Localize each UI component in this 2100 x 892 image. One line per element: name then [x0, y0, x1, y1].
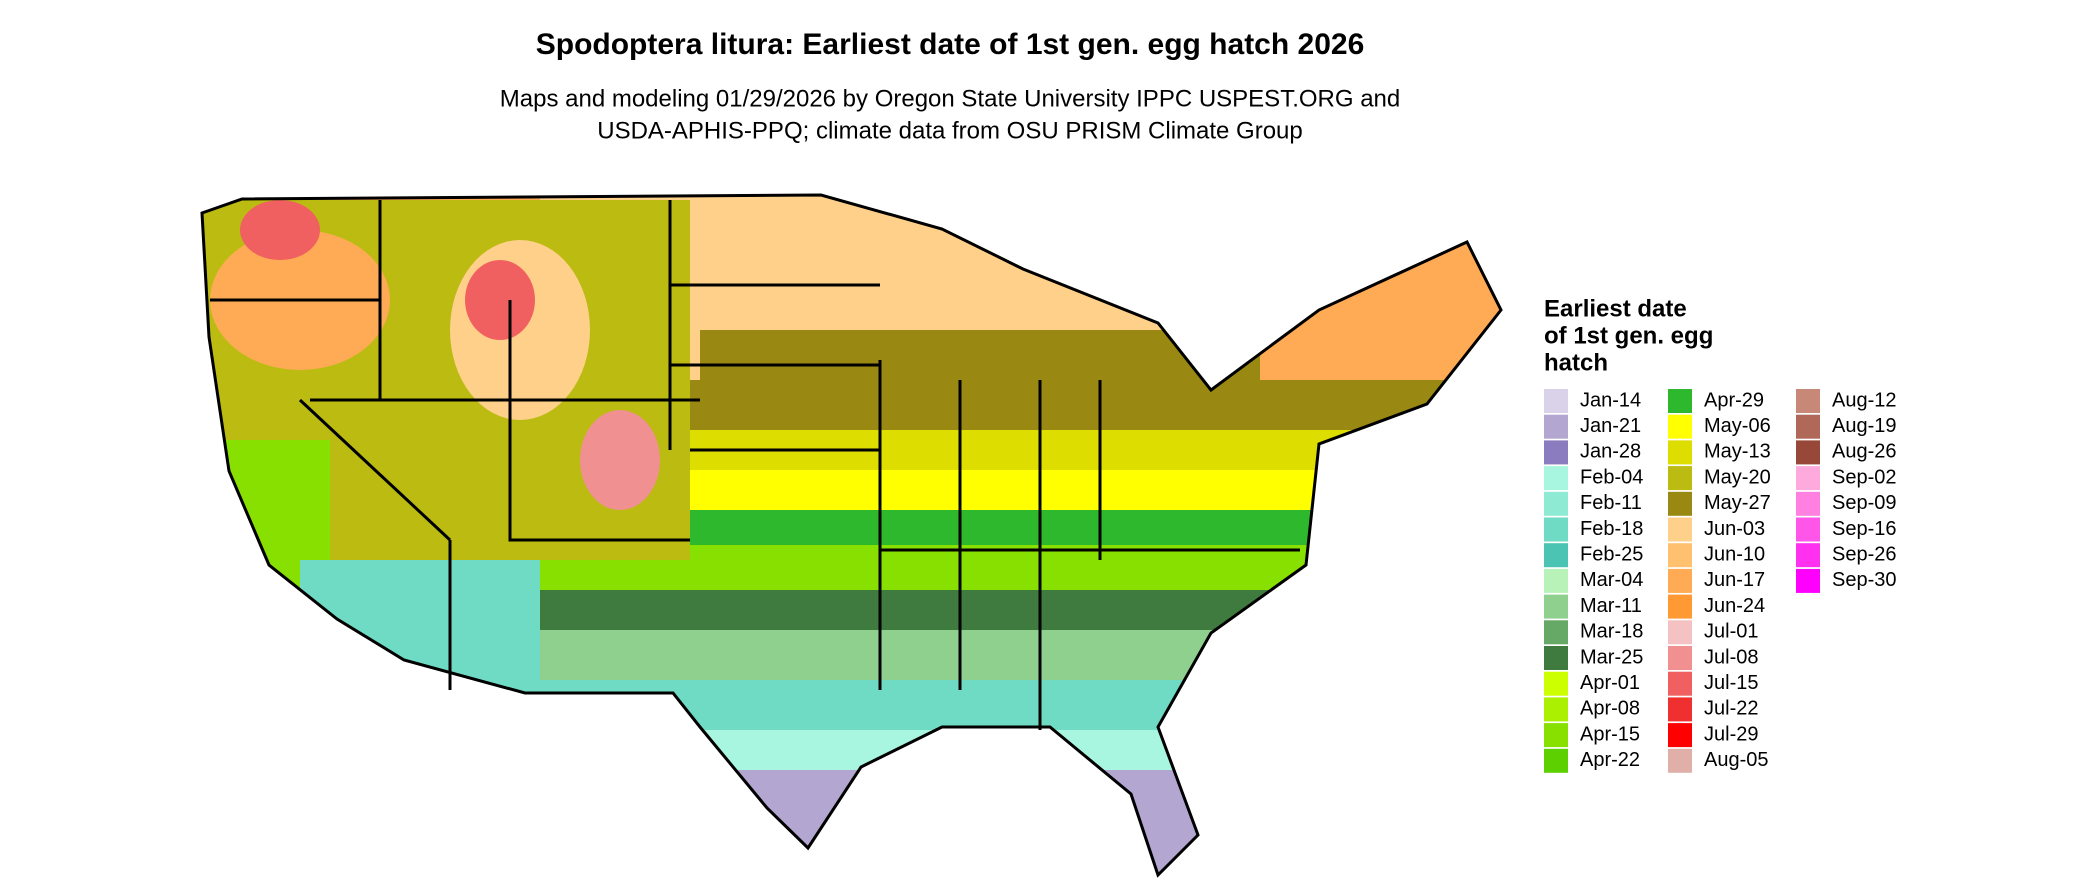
legend-swatch	[1668, 646, 1692, 670]
legend-swatch	[1544, 594, 1568, 619]
legend-swatch	[1668, 491, 1692, 516]
legend: Jan-14 Jan-21 Jan-28 Feb-04 Feb-11 Feb-18 Feb-…	[1544, 389, 1897, 773]
legend-label: May-13	[1704, 441, 1771, 463]
legend-label: Aug-19	[1832, 415, 1897, 437]
legend-swatch	[1544, 389, 1568, 413]
legend-label: Mar-18	[1580, 621, 1643, 643]
legend-swatch	[1668, 594, 1692, 619]
legend-label: Jul-29	[1704, 723, 1758, 745]
legend-label: Jan-21	[1580, 415, 1641, 437]
legend-label: Mar-11	[1580, 595, 1642, 617]
legend-swatch	[1544, 748, 1568, 773]
legend-label: Mar-25	[1580, 646, 1643, 668]
legend-swatch	[1796, 414, 1820, 439]
legend-label: Jun-03	[1704, 518, 1765, 540]
legend-swatch	[1668, 620, 1692, 645]
legend-swatch	[1796, 517, 1820, 542]
legend-swatch	[1544, 697, 1568, 722]
legend-swatch	[1796, 389, 1820, 413]
legend-swatch	[1668, 697, 1692, 722]
legend-label: Apr-08	[1580, 698, 1640, 720]
map-raster	[202, 195, 1501, 875]
legend-swatch	[1796, 440, 1820, 465]
legend-swatch	[1668, 389, 1692, 413]
legend-label: Jun-10	[1704, 543, 1765, 565]
legend-swatch	[1796, 568, 1820, 593]
legend-label: Aug-05	[1704, 749, 1769, 771]
legend-label: Apr-29	[1704, 389, 1764, 411]
legend-label: Apr-15	[1580, 723, 1640, 745]
legend-label: Apr-01	[1580, 672, 1640, 694]
legend-label: Sep-09	[1832, 492, 1897, 514]
legend-swatch	[1544, 620, 1568, 645]
legend-swatch	[1544, 543, 1568, 568]
legend-swatch	[1544, 440, 1568, 465]
legend-swatch	[1668, 517, 1692, 542]
title: Spodoptera litura: Earliest date of 1st …	[536, 28, 1365, 61]
legend-swatch	[1796, 491, 1820, 516]
legend-label: Jul-01	[1704, 621, 1758, 643]
legend-swatch	[1668, 414, 1692, 439]
legend-label: Feb-25	[1580, 543, 1643, 565]
legend-label: Feb-18	[1580, 518, 1643, 540]
state-borders	[200, 193, 1503, 878]
legend-label: Jun-24	[1704, 595, 1765, 617]
legend-label: Jul-15	[1704, 672, 1758, 694]
legend-label: Apr-22	[1580, 749, 1640, 771]
legend-swatch	[1668, 543, 1692, 568]
legend-label: Sep-02	[1832, 466, 1897, 488]
legend-label: Jan-28	[1580, 441, 1641, 463]
legend-swatch	[1668, 466, 1692, 491]
legend-title: of 1st gen. egg	[1544, 322, 1713, 349]
legend-label: Jun-17	[1704, 569, 1765, 591]
legend-label: May-06	[1704, 415, 1771, 437]
legend-swatch	[1544, 646, 1568, 670]
legend-label: May-27	[1704, 492, 1771, 514]
legend-swatch	[1544, 517, 1568, 542]
legend-swatch	[1796, 466, 1820, 491]
legend-label: Feb-11	[1580, 492, 1642, 514]
subtitle: USDA-APHIS-PPQ; climate data from OSU PR…	[597, 117, 1303, 144]
legend-swatch	[1668, 568, 1692, 593]
legend-label: Feb-04	[1580, 466, 1643, 488]
legend-label: Jul-22	[1704, 698, 1758, 720]
legend-swatch	[1544, 723, 1568, 748]
legend-label: May-20	[1704, 466, 1771, 488]
legend-title: hatch	[1544, 349, 1608, 376]
legend-swatch	[1668, 723, 1692, 748]
legend-label: Sep-16	[1832, 518, 1897, 540]
legend-label: Sep-26	[1832, 543, 1897, 565]
legend-label: Mar-04	[1580, 569, 1643, 591]
legend-swatch	[1668, 671, 1692, 696]
legend-title: Earliest date	[1544, 295, 1687, 322]
subtitle: Maps and modeling 01/29/2026 by Oregon S…	[500, 85, 1400, 112]
legend-label: Aug-12	[1832, 389, 1897, 411]
legend-label: Jul-08	[1704, 646, 1758, 668]
legend-label: Jan-14	[1580, 389, 1641, 411]
legend-swatch	[1796, 543, 1820, 568]
legend-swatch	[1668, 748, 1692, 773]
legend-swatch	[1668, 440, 1692, 465]
legend-label: Sep-30	[1832, 569, 1897, 591]
legend-swatch	[1544, 671, 1568, 696]
legend-swatch	[1544, 414, 1568, 439]
legend-swatch	[1544, 568, 1568, 593]
legend-swatch	[1544, 491, 1568, 516]
legend-swatch	[1544, 466, 1568, 491]
legend-label: Aug-26	[1832, 441, 1897, 463]
